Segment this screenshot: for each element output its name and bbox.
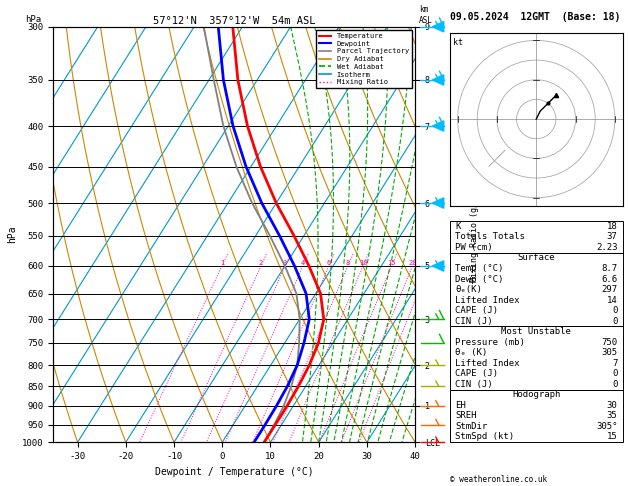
Text: 15: 15 <box>607 433 618 441</box>
Text: Lifted Index: Lifted Index <box>455 295 520 305</box>
Text: Surface: Surface <box>518 254 555 262</box>
Polygon shape <box>433 21 444 32</box>
Text: StmSpd (kt): StmSpd (kt) <box>455 433 514 441</box>
Text: K: K <box>455 222 460 231</box>
Polygon shape <box>433 75 444 85</box>
Text: 1: 1 <box>220 260 224 266</box>
Text: SREH: SREH <box>455 412 476 420</box>
Text: 6: 6 <box>326 260 331 266</box>
Text: km
ASL: km ASL <box>419 5 433 25</box>
Bar <box>450 221 623 253</box>
Text: 305°: 305° <box>596 422 618 431</box>
Text: hPa: hPa <box>25 15 42 24</box>
Text: 0: 0 <box>612 317 618 326</box>
Text: 2.23: 2.23 <box>596 243 618 252</box>
Bar <box>450 327 623 390</box>
Text: Hodograph: Hodograph <box>512 390 560 399</box>
Text: Most Unstable: Most Unstable <box>501 327 571 336</box>
Text: 750: 750 <box>601 338 618 347</box>
Text: CAPE (J): CAPE (J) <box>455 306 498 315</box>
Polygon shape <box>433 121 444 131</box>
Text: Temp (°C): Temp (°C) <box>455 264 503 273</box>
Title: 57°12'N  357°12'W  54m ASL: 57°12'N 357°12'W 54m ASL <box>153 16 316 26</box>
Text: 2: 2 <box>259 260 263 266</box>
Text: PW (cm): PW (cm) <box>455 243 493 252</box>
Text: θₑ(K): θₑ(K) <box>455 285 482 294</box>
Text: CIN (J): CIN (J) <box>455 317 493 326</box>
Polygon shape <box>433 261 444 271</box>
Text: 35: 35 <box>607 412 618 420</box>
Text: 0: 0 <box>612 306 618 315</box>
Text: 4: 4 <box>301 260 305 266</box>
Polygon shape <box>433 198 444 208</box>
Text: 15: 15 <box>387 260 396 266</box>
Bar <box>450 253 623 327</box>
Text: 18: 18 <box>607 222 618 231</box>
Text: 3: 3 <box>283 260 287 266</box>
Text: Pressure (mb): Pressure (mb) <box>455 338 525 347</box>
Text: 7: 7 <box>612 359 618 368</box>
Text: EH: EH <box>455 401 465 410</box>
Y-axis label: hPa: hPa <box>7 226 17 243</box>
X-axis label: Dewpoint / Temperature (°C): Dewpoint / Temperature (°C) <box>155 467 314 477</box>
Legend: Temperature, Dewpoint, Parcel Trajectory, Dry Adiabat, Wet Adiabat, Isotherm, Mi: Temperature, Dewpoint, Parcel Trajectory… <box>316 30 411 88</box>
Text: Totals Totals: Totals Totals <box>455 232 525 242</box>
Text: 6.6: 6.6 <box>601 275 618 283</box>
Text: θₑ (K): θₑ (K) <box>455 348 487 357</box>
Text: CAPE (J): CAPE (J) <box>455 369 498 378</box>
Text: Lifted Index: Lifted Index <box>455 359 520 368</box>
Text: Dewp (°C): Dewp (°C) <box>455 275 503 283</box>
Text: 20: 20 <box>408 260 416 266</box>
Text: 09.05.2024  12GMT  (Base: 18): 09.05.2024 12GMT (Base: 18) <box>450 12 620 22</box>
Text: 8.7: 8.7 <box>601 264 618 273</box>
Y-axis label: Mixing Ratio (g/kg): Mixing Ratio (g/kg) <box>470 187 479 282</box>
Text: 8: 8 <box>346 260 350 266</box>
Text: 10: 10 <box>359 260 367 266</box>
Text: 0: 0 <box>612 380 618 389</box>
Bar <box>450 390 623 442</box>
Text: StmDir: StmDir <box>455 422 487 431</box>
Text: CIN (J): CIN (J) <box>455 380 493 389</box>
Text: 30: 30 <box>607 401 618 410</box>
Text: 14: 14 <box>607 295 618 305</box>
Text: kt: kt <box>453 38 463 47</box>
Text: 305: 305 <box>601 348 618 357</box>
Text: 0: 0 <box>612 369 618 378</box>
Text: 297: 297 <box>601 285 618 294</box>
Text: 37: 37 <box>607 232 618 242</box>
Text: © weatheronline.co.uk: © weatheronline.co.uk <box>450 474 547 484</box>
